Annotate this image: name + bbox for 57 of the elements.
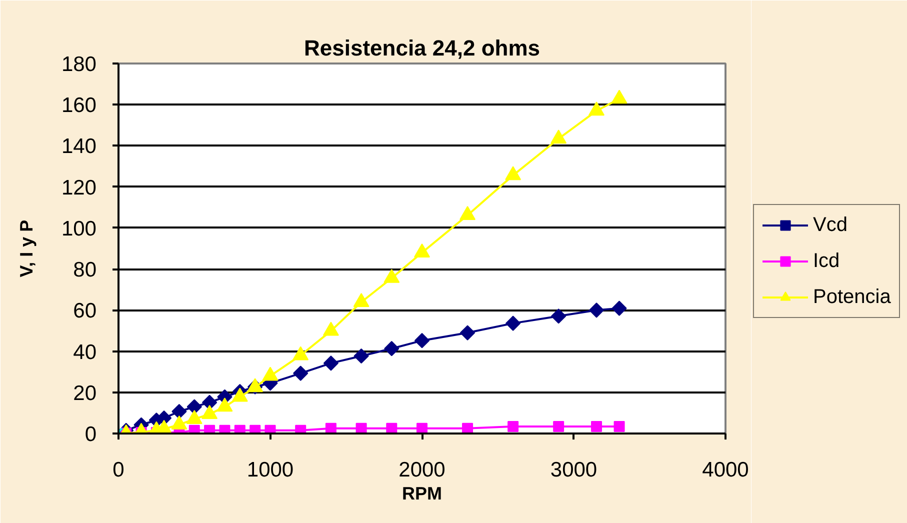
point <box>611 90 628 104</box>
point <box>354 348 369 364</box>
legend-label: Potencia <box>813 286 891 308</box>
point <box>386 422 398 434</box>
point <box>292 346 309 360</box>
point <box>414 333 430 348</box>
point <box>325 422 336 434</box>
point <box>293 366 308 381</box>
point <box>551 308 566 324</box>
point <box>232 388 248 402</box>
x-tick-label: 4000 <box>702 458 749 482</box>
point <box>202 405 218 420</box>
point <box>505 166 522 180</box>
y-tick-label: 40 <box>73 340 96 364</box>
point <box>186 399 202 414</box>
point <box>612 300 627 316</box>
point <box>384 341 400 356</box>
y-tick-label: 140 <box>61 135 97 158</box>
point <box>414 243 430 258</box>
point <box>508 421 519 432</box>
point <box>384 268 400 283</box>
point <box>323 356 339 371</box>
point <box>216 398 233 412</box>
x-axis-title: RPM <box>402 484 442 504</box>
y-tick-label: 20 <box>73 382 96 405</box>
legend-label: Icd <box>813 250 840 272</box>
y-tick-label: 180 <box>61 53 97 76</box>
y-tick-label: 0 <box>84 423 97 446</box>
point <box>588 102 605 116</box>
y-tick-label: 160 <box>61 94 97 118</box>
x-tick-label: 1000 <box>246 458 294 482</box>
x-tick-label: 0 <box>112 458 124 482</box>
point <box>553 421 564 432</box>
chart-title: Resistencia 24,2 ohms <box>304 36 540 60</box>
point <box>262 366 278 381</box>
point <box>356 422 367 434</box>
y-tick-label: 60 <box>73 300 96 323</box>
point <box>353 292 370 307</box>
point <box>550 130 567 144</box>
y-tick-label: 80 <box>73 258 96 282</box>
point <box>505 316 521 331</box>
y-axis-title: V, I y P <box>16 220 36 278</box>
point <box>588 302 604 318</box>
point <box>172 404 187 420</box>
point <box>614 421 625 432</box>
point <box>322 322 339 336</box>
point <box>462 422 474 434</box>
point <box>416 422 428 434</box>
x-tick-label: 3000 <box>550 458 598 482</box>
y-tick-label: 120 <box>61 176 97 200</box>
y-tick-label: 100 <box>61 217 97 240</box>
point <box>202 394 218 410</box>
point <box>460 325 476 340</box>
point <box>591 421 602 432</box>
x-tick-label: 2000 <box>398 458 446 482</box>
legend-label: Vcd <box>813 214 848 236</box>
point <box>460 206 476 220</box>
